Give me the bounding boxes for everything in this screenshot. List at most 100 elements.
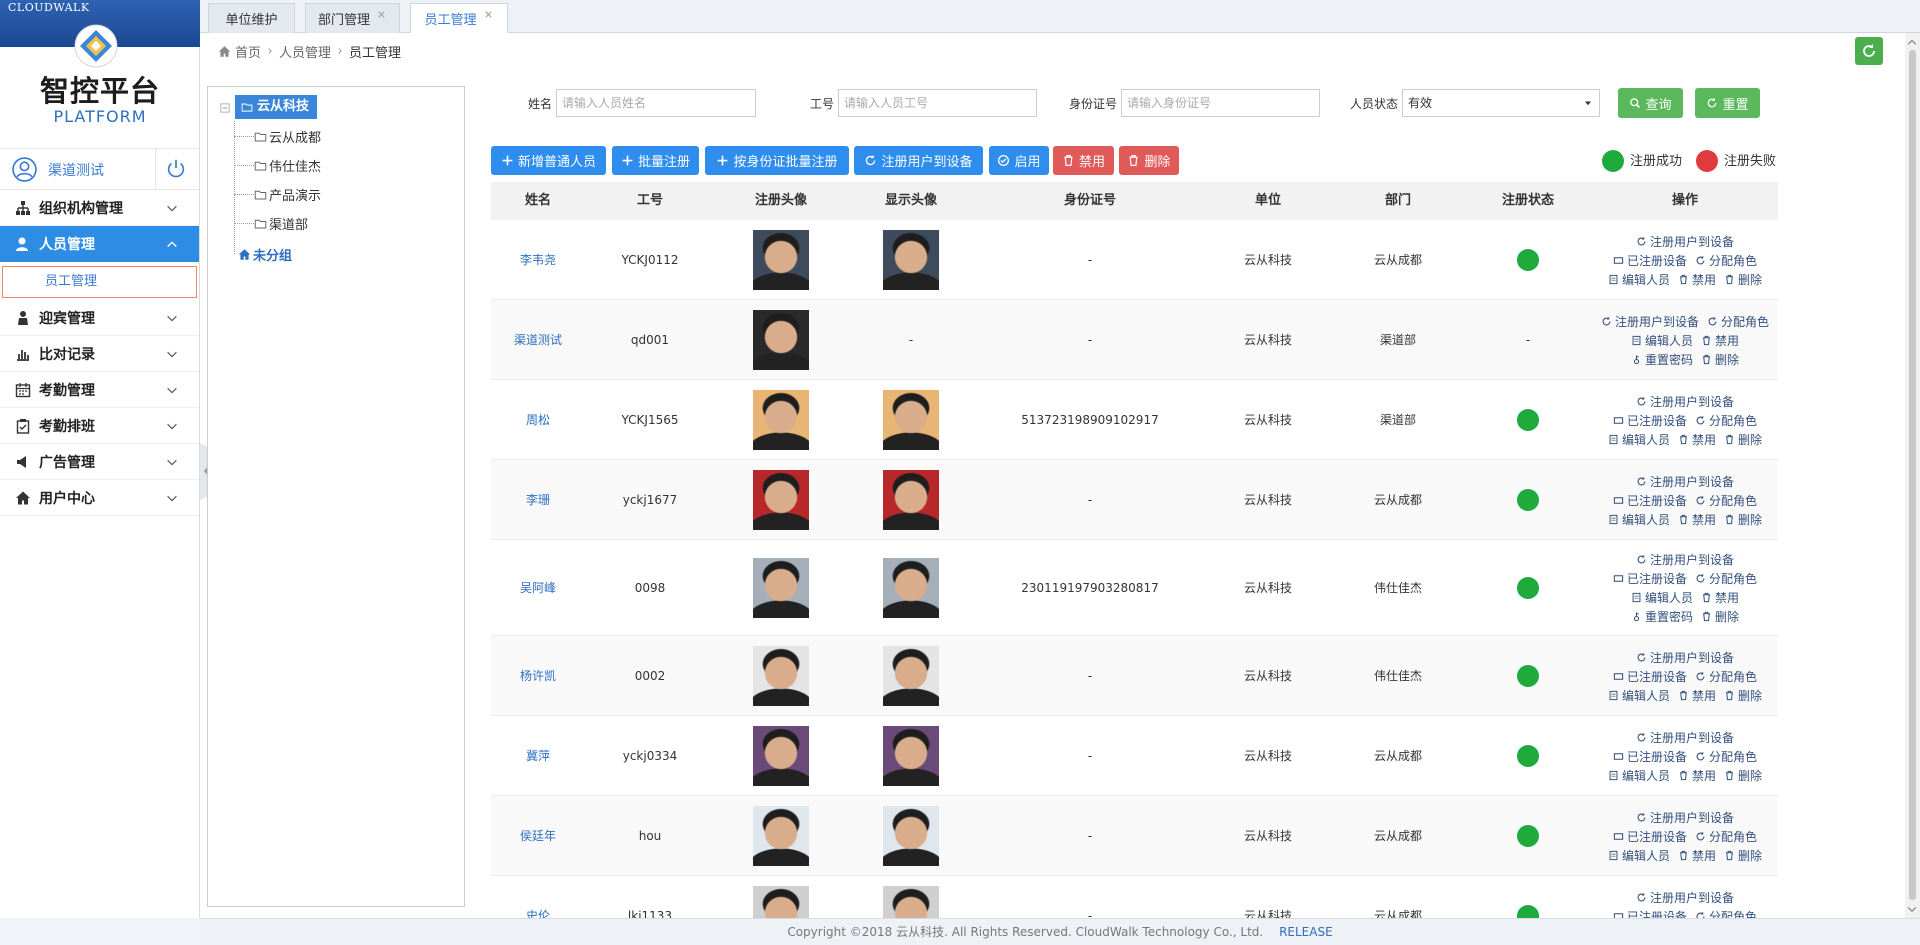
action-link[interactable]: 注册用户到设备 [1636, 889, 1734, 906]
menu-item[interactable]: 组织机构管理 [0, 190, 199, 226]
user-name[interactable]: 渠道测试 [48, 163, 104, 179]
tab[interactable]: 单位维护 [208, 3, 295, 33]
text-input[interactable]: 请输入人员姓名 [556, 89, 756, 117]
action-link[interactable]: 分配角色 [1695, 668, 1757, 685]
menu-item[interactable]: 广告管理 [0, 444, 199, 480]
action-link[interactable]: 注册用户到设备 [1636, 233, 1734, 250]
cell-name[interactable]: 李珊 [525, 493, 550, 507]
action-link[interactable]: 分配角色 [1695, 570, 1757, 587]
action-link[interactable]: 删除 [1724, 431, 1762, 448]
action-link[interactable]: 编辑人员 [1608, 847, 1670, 864]
cell-name[interactable]: 渠道测试 [513, 333, 562, 347]
menu-item[interactable]: 人员管理 [0, 226, 199, 262]
action-link[interactable]: 已注册设备 [1613, 668, 1687, 685]
action-link[interactable]: 注册用户到设备 [1636, 649, 1734, 666]
action-link[interactable]: 编辑人员 [1608, 431, 1670, 448]
action-link[interactable]: 已注册设备 [1613, 252, 1687, 269]
tree-node[interactable]: 渠道部 [254, 213, 308, 233]
toolbar-button[interactable]: 启用 [989, 146, 1049, 175]
action-link[interactable]: 删除 [1724, 271, 1762, 288]
action-link[interactable]: 分配角色 [1695, 828, 1757, 845]
action-link[interactable]: 禁用 [1678, 431, 1716, 448]
action-link[interactable]: 已注册设备 [1613, 748, 1687, 765]
action-link[interactable]: 删除 [1724, 511, 1762, 528]
action-link[interactable]: 编辑人员 [1631, 332, 1693, 349]
search-button[interactable]: 查询 [1618, 88, 1683, 118]
action-link[interactable]: 删除 [1724, 847, 1762, 864]
action-link[interactable]: 分配角色 [1707, 313, 1769, 330]
menu-item[interactable]: 考勤排班 [0, 408, 199, 444]
cell-name[interactable]: 吴阿峰 [519, 581, 556, 595]
action-link[interactable]: 注册用户到设备 [1636, 551, 1734, 568]
cell-name[interactable]: 杨许凯 [519, 669, 556, 683]
toolbar-button[interactable]: 批量注册 [612, 146, 699, 175]
menu-item[interactable]: 考勤管理 [0, 372, 199, 408]
cell-name[interactable]: 侯廷年 [519, 829, 556, 843]
action-link[interactable]: 分配角色 [1695, 492, 1757, 509]
action-link[interactable]: 删除 [1724, 687, 1762, 704]
action-link[interactable]: 删除 [1701, 608, 1739, 625]
action-link[interactable]: 禁用 [1701, 332, 1739, 349]
action-link[interactable]: 禁用 [1678, 767, 1716, 784]
action-link[interactable]: 已注册设备 [1613, 828, 1687, 845]
toolbar-button[interactable]: 新增普通人员 [491, 146, 606, 175]
action-link[interactable]: 编辑人员 [1631, 589, 1693, 606]
text-input[interactable]: 请输入身份证号 [1121, 89, 1320, 117]
action-link[interactable]: 禁用 [1678, 847, 1716, 864]
breadcrumb-item[interactable]: 人员管理 [279, 45, 332, 61]
cell-name[interactable]: 史伦 [525, 909, 550, 918]
action-link[interactable]: 已注册设备 [1613, 412, 1687, 429]
search-button[interactable]: 重置 [1695, 88, 1760, 118]
tree-node[interactable]: 伟仕佳杰 [254, 155, 321, 175]
action-link[interactable]: 重置密码 [1631, 608, 1693, 625]
action-link[interactable]: 编辑人员 [1608, 767, 1670, 784]
tab[interactable]: 部门管理 [305, 3, 400, 33]
text-input[interactable]: 请输入人员工号 [838, 89, 1037, 117]
breadcrumb-item[interactable]: 首页 [235, 45, 262, 61]
action-link[interactable]: 禁用 [1678, 511, 1716, 528]
action-link[interactable]: 禁用 [1701, 589, 1739, 606]
action-link[interactable]: 编辑人员 [1608, 511, 1670, 528]
tree-node[interactable]: 云从成都 [254, 126, 321, 146]
tab[interactable]: 员工管理 [410, 3, 508, 33]
tree-node[interactable]: 未分组 [238, 244, 292, 264]
action-link[interactable]: 已注册设备 [1613, 570, 1687, 587]
action-link[interactable]: 删除 [1724, 767, 1762, 784]
logout-button[interactable] [165, 158, 187, 180]
menu-item[interactable]: 用户中心 [0, 480, 199, 516]
cell-name[interactable]: 周松 [525, 413, 550, 427]
action-link[interactable]: 注册用户到设备 [1636, 393, 1734, 410]
submenu-item[interactable]: 员工管理 [2, 266, 197, 298]
tree-node-label: 伟仕佳杰 [269, 159, 322, 175]
toolbar-button[interactable]: 禁用 [1053, 146, 1114, 175]
display-photo [883, 470, 939, 530]
action-link[interactable]: 编辑人员 [1608, 271, 1670, 288]
tree-node[interactable]: 产品演示 [254, 184, 321, 204]
action-link[interactable]: 注册用户到设备 [1636, 729, 1734, 746]
toolbar-button[interactable]: 删除 [1119, 146, 1179, 175]
refresh-button[interactable] [1855, 37, 1883, 65]
action-link[interactable]: 分配角色 [1695, 908, 1757, 918]
menu-item[interactable]: 迎宾管理 [0, 300, 199, 336]
action-link[interactable]: 重置密码 [1631, 351, 1693, 368]
scrollbar-thumb[interactable] [1909, 50, 1916, 900]
toolbar-button[interactable]: 注册用户到设备 [854, 146, 983, 175]
cell-name[interactable]: 李韦尧 [519, 253, 556, 267]
action-link[interactable]: 分配角色 [1695, 748, 1757, 765]
action-link[interactable]: 注册用户到设备 [1636, 809, 1734, 826]
tree-root[interactable]: 云从科技 [235, 95, 318, 119]
action-link[interactable]: 已注册设备 [1613, 492, 1687, 509]
action-link[interactable]: 分配角色 [1695, 252, 1757, 269]
action-link[interactable]: 分配角色 [1695, 412, 1757, 429]
action-link[interactable]: 注册用户到设备 [1601, 313, 1699, 330]
menu-item[interactable]: 比对记录 [0, 336, 199, 372]
cell-name[interactable]: 冀萍 [525, 749, 550, 763]
action-link[interactable]: 已注册设备 [1613, 908, 1687, 918]
toolbar-button[interactable]: 按身份证批量注册 [705, 146, 849, 175]
action-link[interactable]: 注册用户到设备 [1636, 473, 1734, 490]
action-link[interactable]: 禁用 [1678, 687, 1716, 704]
select[interactable]: 有效 [1402, 89, 1600, 117]
action-link[interactable]: 禁用 [1678, 271, 1716, 288]
action-link[interactable]: 编辑人员 [1608, 687, 1670, 704]
action-link[interactable]: 删除 [1701, 351, 1739, 368]
